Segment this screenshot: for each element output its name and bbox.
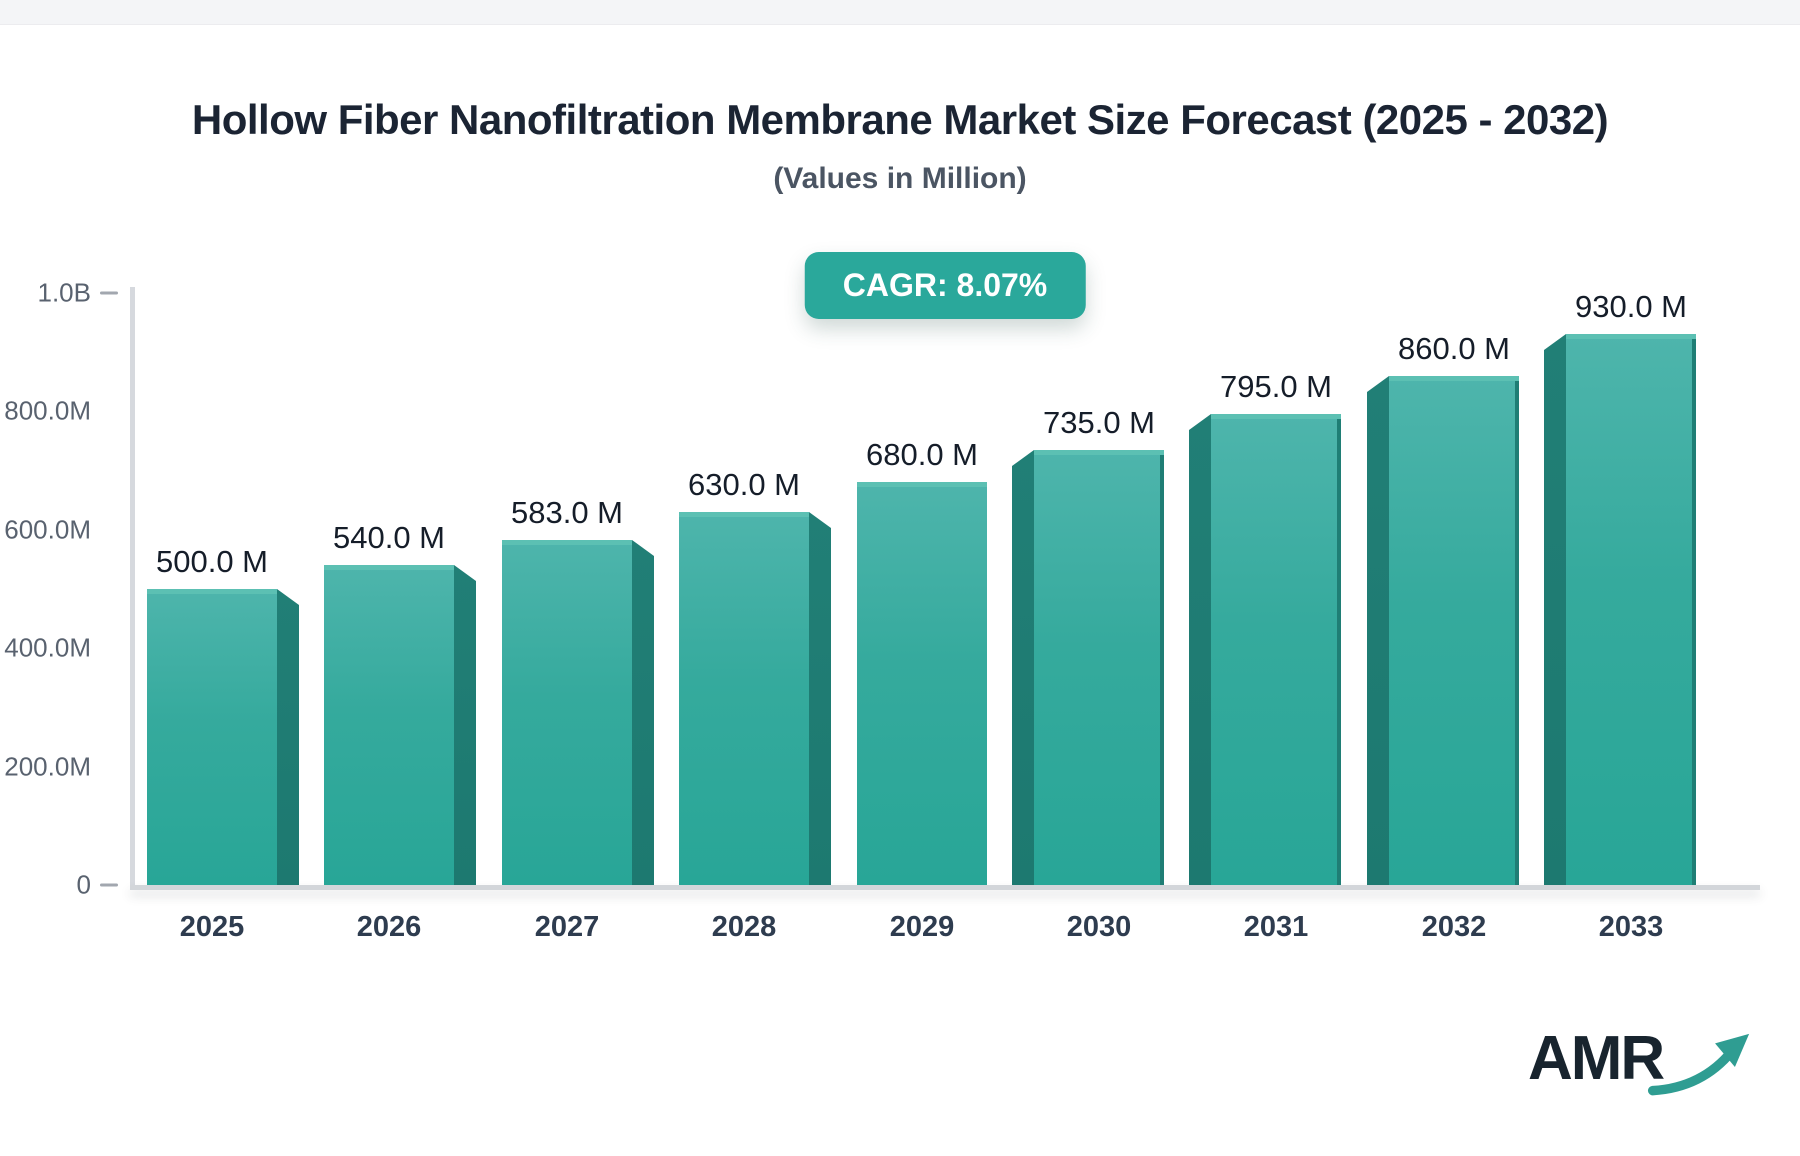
- bar-group-2032: 860.0 M 2032: [1367, 331, 1519, 943]
- y-axis-tick: 800.0M: [0, 396, 130, 427]
- amr-logo-text: AMR: [1528, 1024, 1665, 1093]
- bar-side-face: [809, 512, 831, 885]
- bar-group-2029: 680.0 M 2029: [857, 437, 987, 943]
- bar: [857, 482, 987, 885]
- plot-area: 1.0B 800.0M 600.0M 400.0M 200.0M 0 500.0 M 2025…: [4, 278, 1760, 943]
- bar-group-2025: 500.0 M 2025: [147, 544, 299, 943]
- x-axis-line: [130, 885, 1760, 890]
- bar-group-2026: 540.0 M 2026: [324, 520, 476, 943]
- x-axis-label: 2031: [1243, 911, 1309, 943]
- y-axis-tick: 0: [0, 870, 130, 901]
- cagr-badge: CAGR: 8.07%: [804, 252, 1086, 319]
- bar-group-2031: 795.0 M 2031: [1189, 369, 1341, 943]
- x-axis-label: 2026: [356, 911, 422, 943]
- bar: [1566, 334, 1696, 885]
- bar-value-label: 795.0 M: [1219, 369, 1333, 404]
- bar-value-label: 583.0 M: [510, 495, 624, 530]
- bar-side-face: [277, 589, 299, 885]
- bar: [1211, 414, 1341, 885]
- x-axis-label: 2033: [1598, 911, 1664, 943]
- y-tick-label: 800.0M: [4, 395, 91, 426]
- bar: [1034, 450, 1164, 885]
- bar: [1389, 376, 1519, 885]
- bar-group-2028: 630.0 M 2028: [679, 467, 831, 943]
- bar-group-2027: 583.0 M 2027: [502, 495, 654, 943]
- bar-side-face: [1012, 450, 1034, 885]
- chart-title: Hollow Fiber Nanofiltration Membrane Mar…: [191, 96, 1609, 143]
- y-axis-tick: 600.0M: [0, 514, 130, 545]
- x-axis-label: 2029: [889, 911, 955, 943]
- x-axis-label: 2030: [1066, 911, 1132, 943]
- y-tick-label: 1.0B: [37, 277, 92, 308]
- bar-side-face: [1367, 376, 1389, 885]
- tick-dash: [100, 883, 118, 887]
- bar-value-label: 930.0 M: [1574, 289, 1688, 324]
- chart-subtitle: (Values in Million): [773, 162, 1027, 195]
- y-axis-tick: 200.0M: [0, 751, 130, 782]
- bar-value-label: 540.0 M: [332, 520, 446, 555]
- y-tick-label: 200.0M: [4, 751, 91, 782]
- y-axis-tick: 400.0M: [0, 633, 130, 664]
- amr-logo: AMR: [1528, 1028, 1751, 1104]
- y-axis-tick: 1.0B: [0, 278, 130, 309]
- bar: [324, 565, 454, 885]
- bar-value-label: 630.0 M: [687, 467, 801, 502]
- bar-group-2033: 930.0 M 2033: [1544, 289, 1696, 943]
- x-axis-label: 2032: [1421, 911, 1487, 943]
- bar: [679, 512, 809, 885]
- bar-side-face: [1189, 414, 1211, 885]
- bar-group-2030: 735.0 M 2030: [1012, 405, 1164, 943]
- y-tick-label: 400.0M: [4, 632, 91, 663]
- bar-side-face: [454, 565, 476, 885]
- bar: [147, 589, 277, 885]
- x-axis-label: 2027: [534, 911, 600, 943]
- bar-value-label: 860.0 M: [1397, 331, 1511, 366]
- bar-value-label: 735.0 M: [1042, 405, 1156, 440]
- growth-arrow-icon: [1648, 1033, 1750, 1096]
- bar-value-label: 680.0 M: [865, 437, 979, 472]
- bar-side-face: [632, 540, 654, 885]
- y-tick-label: 600.0M: [4, 514, 91, 545]
- top-strip: [0, 0, 1800, 25]
- y-tick-label: 0: [76, 869, 91, 900]
- x-axis-label: 2025: [179, 911, 245, 943]
- x-axis-label: 2028: [711, 911, 777, 943]
- bar-value-label: 500.0 M: [155, 544, 269, 579]
- tick-dash: [100, 291, 118, 295]
- bar: [502, 540, 632, 885]
- y-axis-line: [130, 287, 135, 890]
- bar-side-face: [1544, 334, 1566, 885]
